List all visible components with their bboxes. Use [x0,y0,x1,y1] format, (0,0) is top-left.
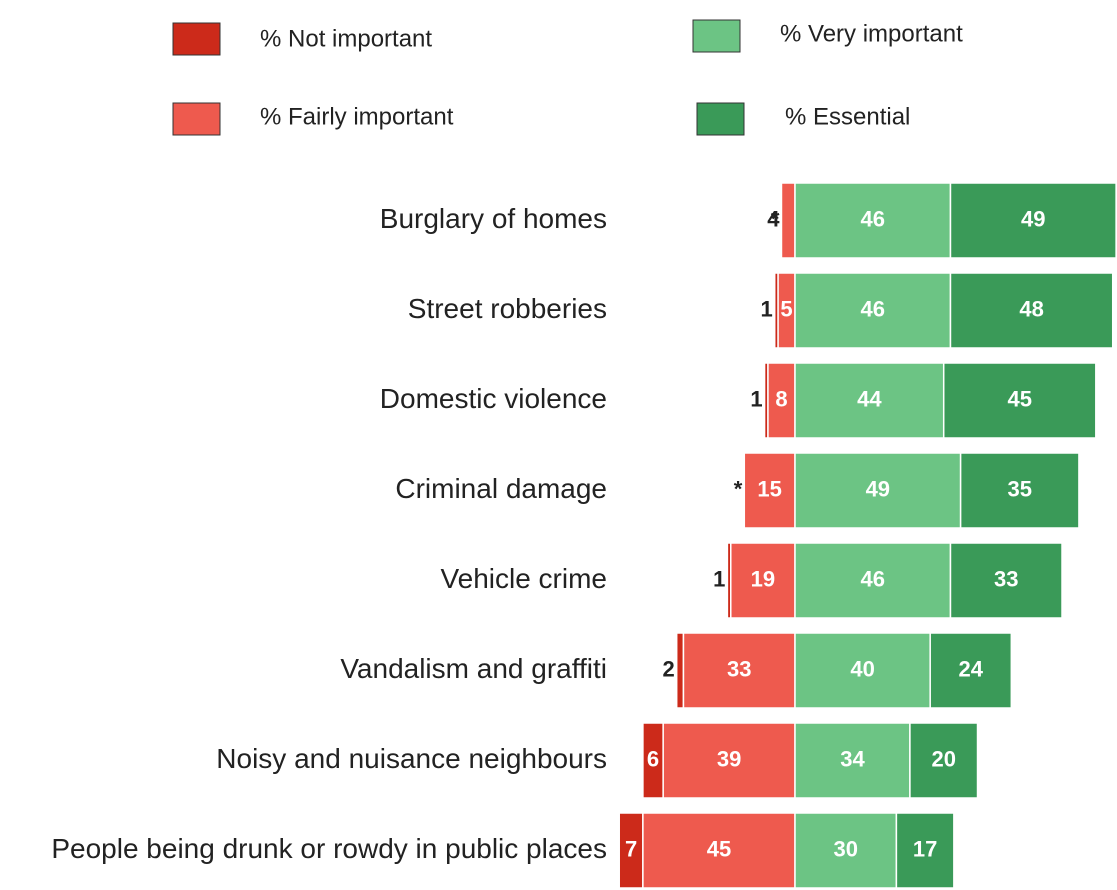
bar-segment [767,362,796,439]
bar-segment [949,272,1114,349]
value-label: 6 [647,746,659,771]
bar-segment [909,722,979,799]
value-label: 46 [860,206,884,231]
bar-segment [794,362,945,439]
bar-segment [642,812,796,889]
bar-segment [895,812,955,889]
value-label: 49 [1021,206,1045,231]
value-label: 30 [833,836,857,861]
category-label: People being drunk or rowdy in public pl… [51,833,607,864]
value-label: 45 [707,836,731,861]
legend-swatch [172,102,221,136]
bar-segment [743,452,796,529]
category-label: Criminal damage [395,473,607,504]
bar-segment [959,452,1080,529]
category-label: Noisy and nuisance neighbours [216,743,607,774]
value-label: 1 [750,386,762,411]
bar-segment [794,722,911,799]
value-label: 46 [860,566,884,591]
bar-segment [780,182,796,259]
bar-segment [794,182,952,259]
value-label: * [734,476,743,501]
category-label: Street robberies [408,293,607,324]
bar-segment [730,542,796,619]
value-label: 46 [860,296,884,321]
value-label: 19 [751,566,775,591]
value-label: 8 [775,386,787,411]
legend-label: % Essential [785,103,910,130]
value-label: 35 [1008,476,1032,501]
value-label: 1 [760,296,772,321]
value-label: 24 [959,656,984,681]
value-label: 4 [767,206,780,231]
value-label: 20 [931,746,955,771]
category-label: Domestic violence [380,383,607,414]
legend-swatch [172,22,221,56]
value-label: 15 [757,476,781,501]
value-label: 33 [727,656,751,681]
bar-segment [794,542,952,619]
legend-swatch [696,102,745,136]
legend-label: % Not important [260,25,432,52]
legend-label: % Very important [780,20,963,47]
value-label: 49 [866,476,890,501]
bar-segment [675,632,685,709]
category-label: Burglary of homes [380,203,607,234]
value-label: 40 [850,656,874,681]
bar-segment [929,632,1013,709]
bar-segment [949,182,1117,259]
value-label: 33 [994,566,1018,591]
value-label: 1 [713,566,725,591]
value-label: 44 [857,386,882,411]
value-label: 34 [840,746,865,771]
bar-segment [949,542,1063,619]
value-label: 39 [717,746,741,771]
value-label: * [771,206,780,231]
value-label: 5 [780,296,792,321]
category-label: Vandalism and graffiti [340,653,607,684]
bar-segment [794,272,952,349]
legend-label: % Fairly important [260,103,454,130]
value-label: 45 [1008,386,1032,411]
value-label: 2 [662,656,674,681]
bar-segment [942,362,1097,439]
value-label: 48 [1019,296,1043,321]
category-label: Vehicle crime [440,563,607,594]
value-label: 7 [625,836,637,861]
value-label: 17 [913,836,937,861]
legend-swatch [692,19,741,53]
